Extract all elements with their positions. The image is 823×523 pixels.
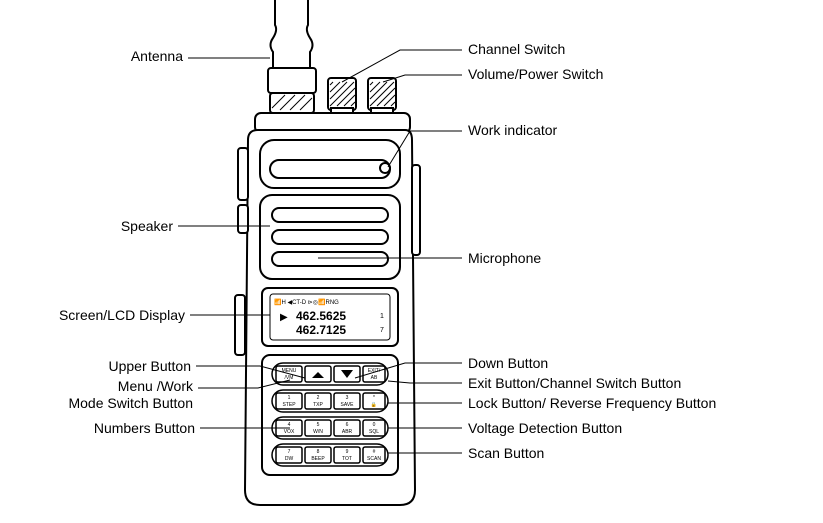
svg-text:ABR: ABR (342, 429, 353, 435)
lcd-freq-2: 462.7125 (296, 323, 346, 337)
label-scan-button: Scan Button (468, 445, 544, 461)
svg-text:DW: DW (285, 456, 294, 462)
svg-text:1: 1 (380, 313, 384, 320)
svg-text:VOX: VOX (284, 429, 295, 435)
label-work-indicator: Work indicator (468, 122, 557, 138)
svg-text:SAVE: SAVE (341, 402, 355, 408)
radio-diagram: 📶H ◀CT-D ⊳◎📶RNG ▶ 462.5625 1 462.7125 7 (0, 0, 823, 523)
label-volume-switch: Volume/Power Switch (468, 66, 603, 82)
svg-text:1: 1 (288, 395, 291, 401)
svg-text:W/N: W/N (313, 429, 323, 435)
svg-text:3: 3 (346, 395, 349, 401)
svg-text:9: 9 (346, 449, 349, 455)
svg-text:🔒: 🔒 (371, 401, 377, 408)
label-antenna: Antenna (131, 48, 183, 64)
label-upper-button: Upper Button (109, 358, 192, 374)
svg-text:5: 5 (317, 422, 320, 428)
label-menu-button: Menu /Work Mode Switch Button (68, 378, 193, 412)
label-numbers-button: Numbers Button (94, 420, 195, 436)
label-channel-switch: Channel Switch (468, 41, 565, 57)
label-screen: Screen/LCD Display (59, 307, 185, 323)
svg-text:7: 7 (288, 449, 291, 455)
svg-text:#: # (373, 449, 376, 455)
svg-text:6: 6 (346, 422, 349, 428)
label-down-button: Down Button (468, 355, 548, 371)
svg-text:▶: ▶ (280, 312, 288, 323)
label-voltage-button: Voltage Detection Button (468, 420, 622, 436)
svg-text:AB: AB (371, 375, 378, 381)
label-speaker: Speaker (121, 218, 173, 234)
svg-text:*: * (373, 395, 375, 401)
label-lock-button: Lock Button/ Reverse Frequency Button (468, 395, 716, 411)
svg-text:STEP: STEP (282, 402, 296, 408)
svg-text:SQL: SQL (369, 429, 379, 435)
lcd-freq-1: 462.5625 (296, 309, 346, 323)
svg-text:7: 7 (380, 327, 384, 334)
svg-text:2: 2 (317, 395, 320, 401)
svg-text:8: 8 (317, 449, 320, 455)
lcd-icons: 📶H ◀CT-D ⊳◎📶RNG (274, 298, 339, 306)
svg-text:SCAN: SCAN (367, 456, 381, 462)
svg-text:MENU: MENU (282, 368, 297, 374)
svg-text:4: 4 (288, 422, 291, 428)
label-exit-button: Exit Button/Channel Switch Button (468, 375, 681, 391)
svg-text:BEEP: BEEP (311, 456, 325, 462)
svg-text:TXP: TXP (313, 402, 323, 408)
svg-text:TOT: TOT (342, 456, 352, 462)
svg-text:0: 0 (373, 422, 376, 428)
label-microphone: Microphone (468, 250, 541, 266)
